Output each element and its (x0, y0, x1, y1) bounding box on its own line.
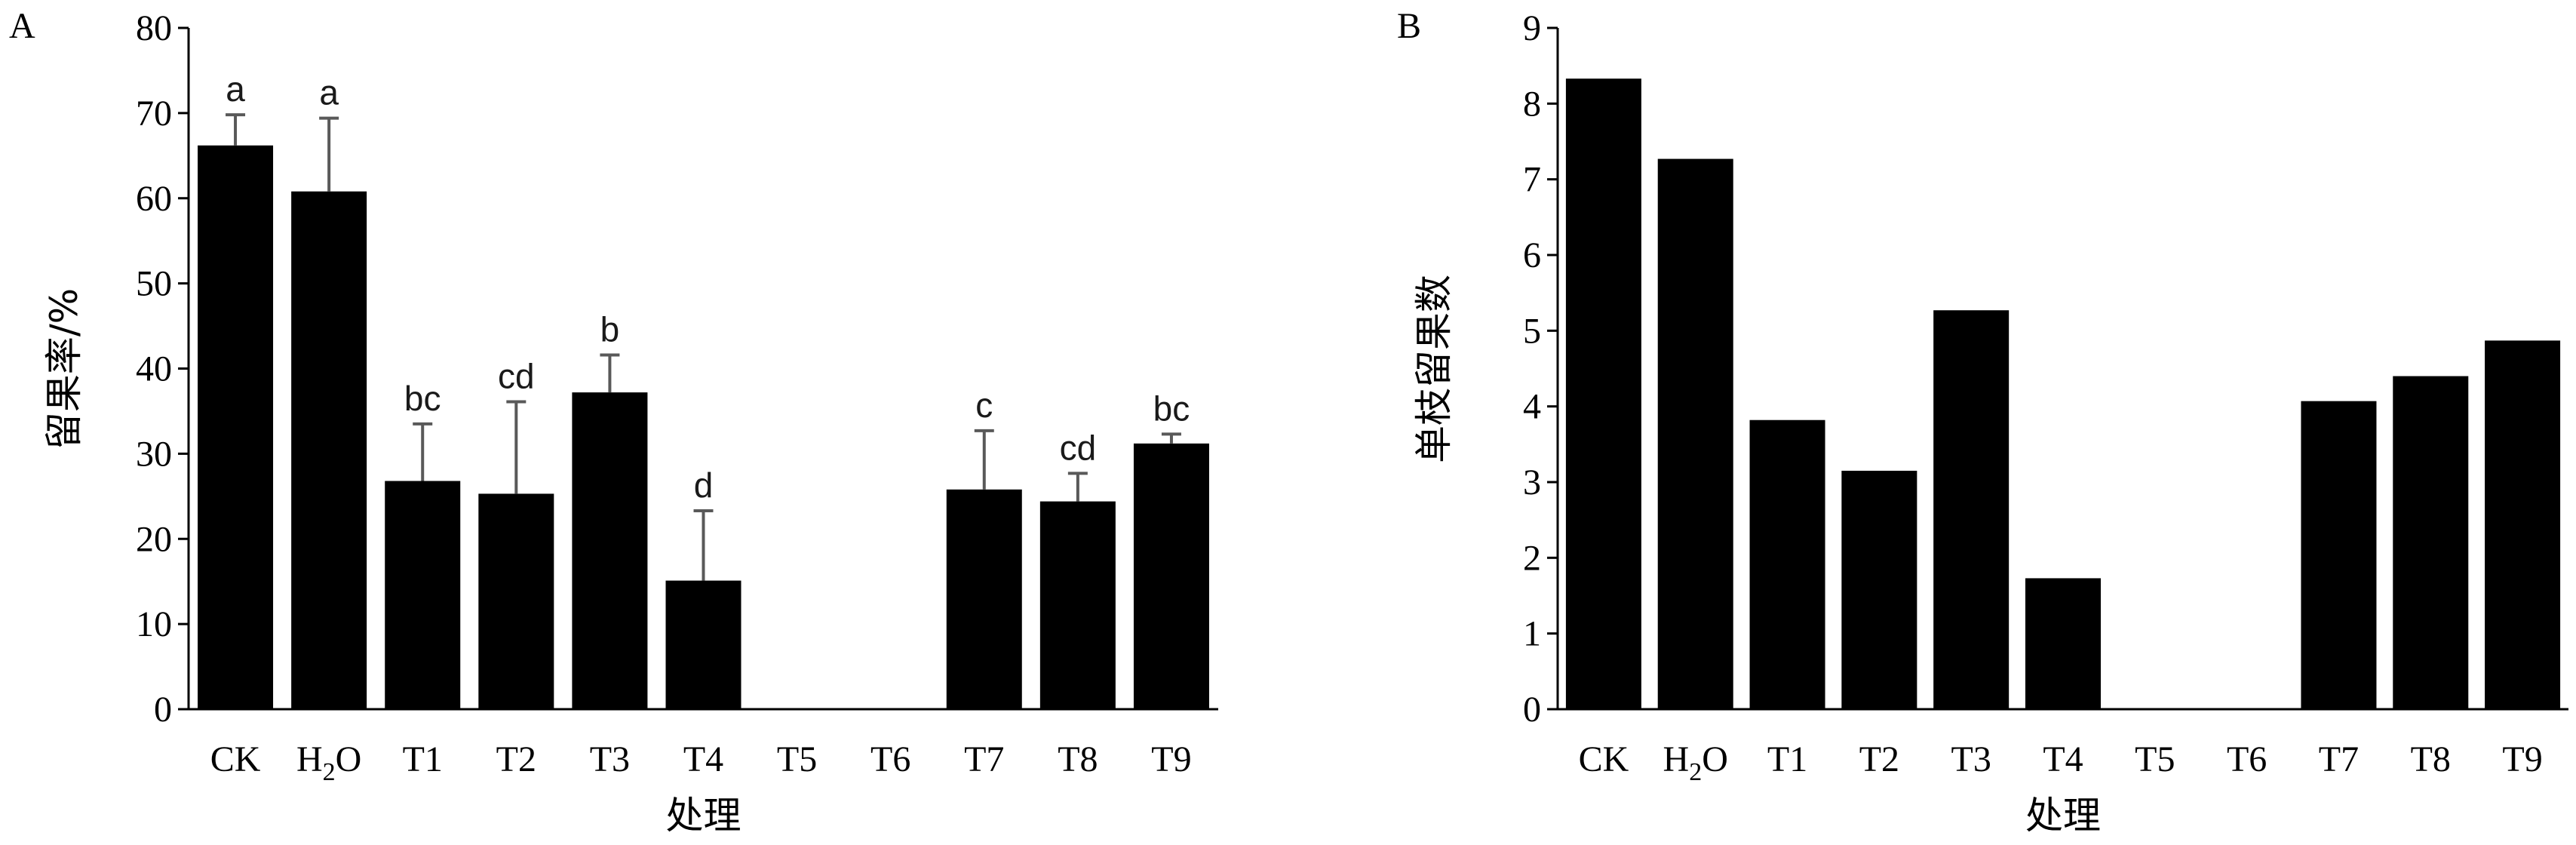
x-tick-label: T3 (1951, 739, 1991, 779)
y-tick-label: 4 (1523, 387, 1541, 427)
bar-t9 (2485, 340, 2561, 709)
panel-label: A (9, 6, 35, 46)
y-tick-label: 10 (136, 604, 172, 644)
x-tick-label: T6 (870, 739, 910, 779)
y-axis-title: 留果率/% (42, 288, 86, 450)
x-tick-label: T1 (403, 739, 443, 779)
x-tick-label: CK (1579, 739, 1629, 779)
x-tick-label: T8 (1058, 739, 1098, 779)
y-tick-label: 20 (136, 519, 172, 559)
x-tick-label: T9 (1151, 739, 1191, 779)
x-tick-label: T6 (2227, 739, 2267, 779)
bar-t7 (946, 489, 1022, 709)
y-tick-label: 0 (1523, 690, 1541, 730)
x-tick-label: H2O (1663, 739, 1728, 786)
bar-t4 (665, 580, 741, 709)
x-tick-label: T4 (683, 739, 723, 779)
y-tick-label: 40 (136, 349, 172, 389)
x-tick-label: T3 (590, 739, 630, 779)
significance-letter: a (319, 73, 339, 112)
y-tick-label: 2 (1523, 538, 1541, 578)
bar-h2o (291, 191, 367, 710)
x-tick-label: T4 (2043, 739, 2083, 779)
panel-label: B (1397, 6, 1421, 46)
y-tick-label: 3 (1523, 462, 1541, 502)
bar-t8 (2393, 376, 2469, 709)
x-tick-label: T9 (2502, 739, 2542, 779)
y-tick-label: 60 (136, 179, 172, 219)
x-tick-label: T5 (2135, 739, 2175, 779)
bar-t9 (1133, 443, 1209, 709)
x-tick-label: T2 (496, 739, 536, 779)
bar-h2o (1657, 158, 1733, 709)
x-axis-title: 处理 (2025, 794, 2101, 837)
bar-t2 (478, 493, 554, 709)
y-tick-label: 80 (136, 8, 172, 48)
bar-ck (198, 145, 274, 709)
bar-ck (1565, 78, 1641, 710)
x-tick-label: T8 (2411, 739, 2451, 779)
y-axis-title: 单枝留果数 (1412, 275, 1456, 463)
bar-t4 (2025, 578, 2101, 709)
bar-t1 (1749, 419, 1825, 709)
y-tick-label: 9 (1523, 8, 1541, 48)
bar-t1 (385, 481, 461, 709)
significance-letter: b (600, 309, 620, 349)
x-tick-label: T1 (1767, 739, 1807, 779)
x-tick-label: T7 (964, 739, 1004, 779)
y-tick-label: 70 (136, 94, 172, 134)
significance-letter: d (694, 466, 714, 505)
bar-t2 (1841, 470, 1917, 709)
panel-a: A 留果率/% 处理 a CK a H2O bc T1 cd T2 b T3 d T4 T5 T6 c T7 cd T8… (9, 6, 1218, 837)
significance-letter: c (975, 386, 993, 425)
bar-t3 (1933, 310, 2010, 709)
x-tick-label: T5 (777, 739, 817, 779)
significance-letter: bc (404, 379, 441, 418)
bar-t3 (572, 392, 648, 709)
y-tick-label: 6 (1523, 235, 1541, 275)
y-tick-label: 1 (1523, 614, 1541, 654)
x-tick-label: H2O (296, 739, 361, 786)
significance-letter: bc (1153, 389, 1190, 428)
y-tick-label: 0 (154, 690, 172, 730)
significance-letter: a (226, 69, 245, 109)
x-axis-title: 处理 (666, 794, 741, 837)
bar-t7 (2301, 401, 2377, 709)
significance-letter: cd (1060, 428, 1097, 467)
bar-t8 (1039, 501, 1116, 709)
x-tick-label: T2 (1859, 739, 1899, 779)
y-tick-label: 5 (1523, 311, 1541, 351)
y-tick-label: 50 (136, 264, 172, 304)
y-tick-label: 7 (1523, 160, 1541, 200)
y-tick-label: 8 (1523, 84, 1541, 124)
significance-letter: cd (498, 357, 535, 396)
x-tick-label: CK (210, 739, 261, 779)
x-tick-label: T7 (2319, 739, 2359, 779)
y-tick-label: 30 (136, 434, 172, 474)
